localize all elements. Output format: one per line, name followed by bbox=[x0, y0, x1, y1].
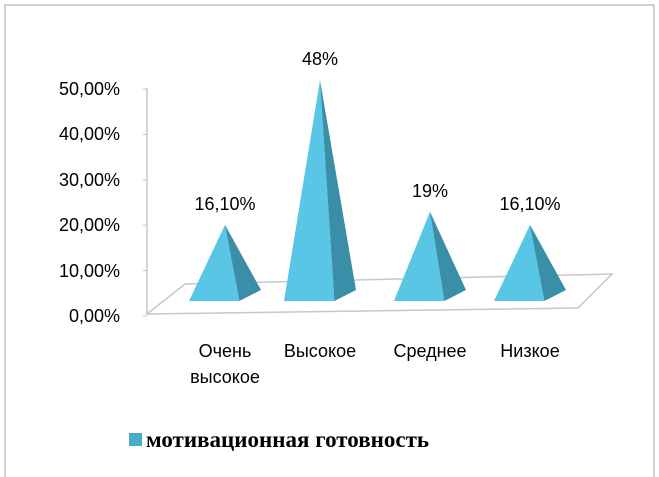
pyramid-front bbox=[394, 211, 445, 301]
x-tick-label: Очень высокое bbox=[190, 341, 260, 387]
chart-border bbox=[4, 4, 655, 477]
x-tick-label: Низкое bbox=[500, 341, 560, 361]
data-label: 16,10% bbox=[194, 193, 256, 214]
data-label: 16,10% bbox=[499, 193, 561, 214]
y-tick-label: 0,00% bbox=[68, 306, 120, 326]
legend-label: мотивационная готовность bbox=[146, 427, 430, 452]
pyramid bbox=[284, 80, 356, 301]
pyramid-side bbox=[225, 224, 261, 301]
pyramid bbox=[494, 224, 566, 301]
pyramid bbox=[189, 224, 261, 301]
y-tick-label: 20,00% bbox=[58, 215, 120, 236]
pyramid-side bbox=[430, 211, 466, 301]
floor bbox=[144, 273, 614, 315]
data-label: 19% bbox=[412, 180, 449, 201]
legend-swatch bbox=[129, 433, 142, 446]
data-label: 48% bbox=[302, 49, 339, 70]
y-tick-label: 50,00% bbox=[58, 79, 120, 99]
y-tick-label: 30,00% bbox=[58, 169, 120, 190]
pyramid-front bbox=[494, 224, 545, 301]
pyramid-side bbox=[320, 80, 356, 301]
pyramid bbox=[394, 211, 466, 301]
x-tick-label: Среднее bbox=[393, 341, 467, 361]
pyramid-front bbox=[284, 80, 335, 301]
pyramid-front bbox=[189, 224, 240, 301]
y-tick-label: 40,00% bbox=[58, 124, 120, 145]
pyramid-side bbox=[530, 224, 566, 301]
x-tick-label: Высокое bbox=[283, 341, 357, 361]
y-tick-label: 10,00% bbox=[58, 260, 120, 281]
